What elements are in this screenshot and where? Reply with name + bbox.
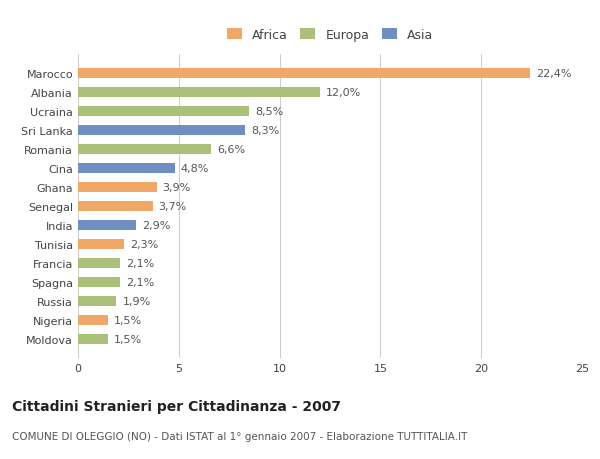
Bar bbox=[78, 277, 121, 287]
Text: 1,5%: 1,5% bbox=[114, 334, 142, 344]
Text: 2,9%: 2,9% bbox=[143, 220, 171, 230]
Bar bbox=[78, 88, 320, 98]
Text: 2,3%: 2,3% bbox=[130, 240, 158, 249]
Bar bbox=[78, 296, 116, 307]
Bar bbox=[78, 202, 152, 212]
Bar bbox=[78, 69, 530, 79]
Text: 3,9%: 3,9% bbox=[163, 183, 191, 193]
Bar bbox=[78, 126, 245, 136]
Text: 8,3%: 8,3% bbox=[251, 126, 280, 136]
Text: 6,6%: 6,6% bbox=[217, 145, 245, 155]
Text: 1,5%: 1,5% bbox=[114, 315, 142, 325]
Bar bbox=[78, 182, 157, 193]
Bar bbox=[78, 315, 108, 325]
Text: 4,8%: 4,8% bbox=[181, 164, 209, 174]
Text: 1,9%: 1,9% bbox=[122, 296, 151, 306]
Bar bbox=[78, 145, 211, 155]
Bar bbox=[78, 220, 136, 231]
Bar bbox=[78, 106, 250, 117]
Bar bbox=[78, 334, 108, 344]
Text: 12,0%: 12,0% bbox=[326, 88, 361, 98]
Text: 2,1%: 2,1% bbox=[127, 277, 155, 287]
Legend: Africa, Europa, Asia: Africa, Europa, Asia bbox=[223, 25, 437, 46]
Text: COMUNE DI OLEGGIO (NO) - Dati ISTAT al 1° gennaio 2007 - Elaborazione TUTTITALIA: COMUNE DI OLEGGIO (NO) - Dati ISTAT al 1… bbox=[12, 431, 467, 442]
Bar bbox=[78, 163, 175, 174]
Text: 2,1%: 2,1% bbox=[127, 258, 155, 269]
Text: Cittadini Stranieri per Cittadinanza - 2007: Cittadini Stranieri per Cittadinanza - 2… bbox=[12, 399, 341, 413]
Bar bbox=[78, 239, 124, 250]
Bar bbox=[78, 258, 121, 269]
Text: 8,5%: 8,5% bbox=[256, 107, 284, 117]
Text: 22,4%: 22,4% bbox=[536, 69, 571, 79]
Text: 3,7%: 3,7% bbox=[158, 202, 187, 212]
